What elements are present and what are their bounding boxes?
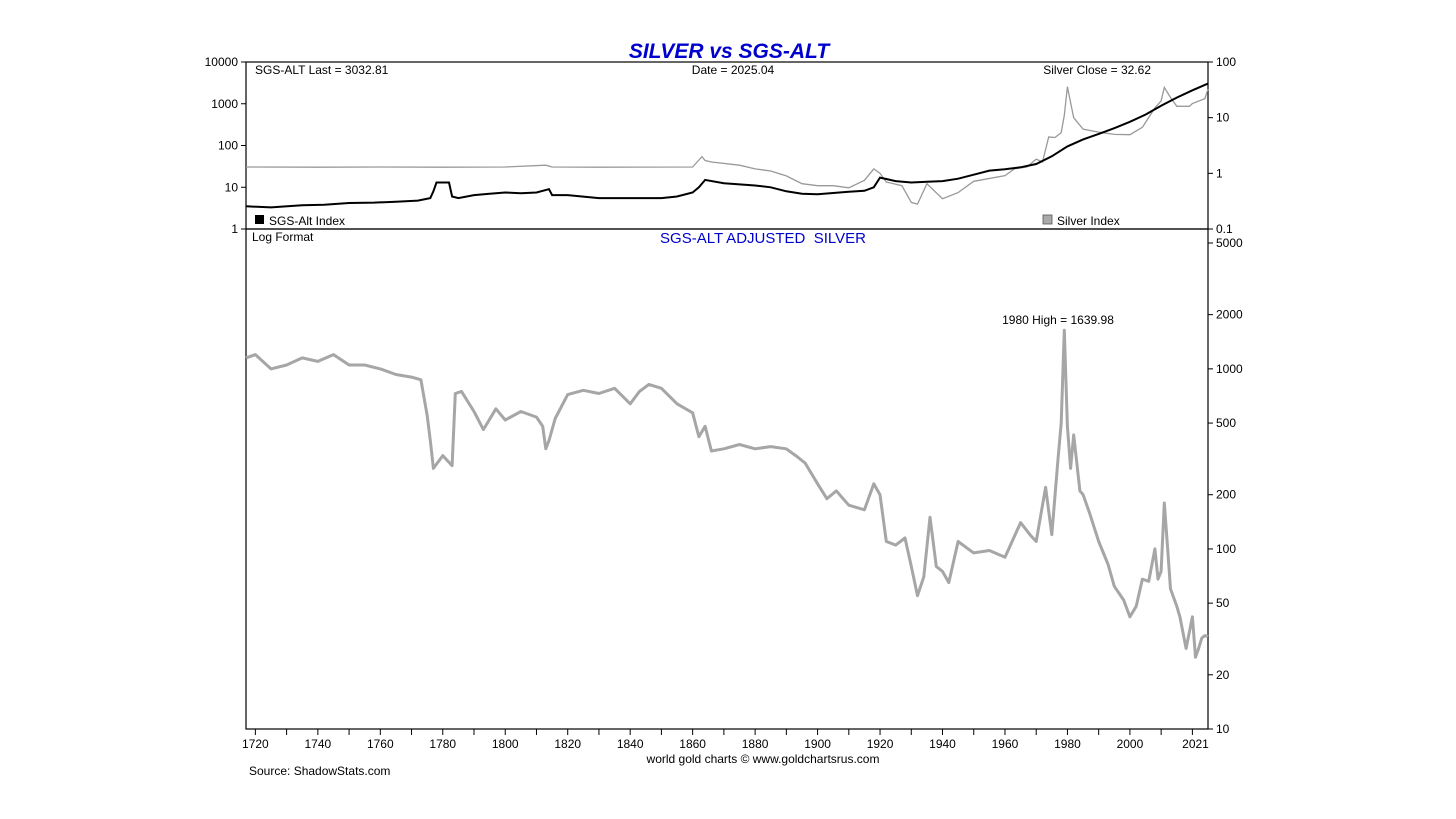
source-label: Source: ShadowStats.com bbox=[249, 764, 390, 778]
upper-left-tick-label: 1 bbox=[231, 222, 238, 236]
series-adjusted-silver-line bbox=[245, 328, 1209, 659]
upper-panel-frame bbox=[245, 61, 1209, 230]
lower-right-tick-label: 100 bbox=[1216, 542, 1236, 556]
upper-right-tick-label: 1 bbox=[1216, 166, 1223, 180]
x-tick-label: 1880 bbox=[742, 737, 769, 751]
upper-left-axis: 10000 1000 100 10 1 bbox=[205, 55, 246, 236]
upper-right-tick-label: 100 bbox=[1216, 55, 1236, 69]
lower-panel-subtitle: SGS-ALT ADJUSTED SILVER bbox=[660, 230, 866, 247]
log-format-label: Log Format bbox=[252, 230, 314, 244]
x-tick-label: 1860 bbox=[679, 737, 706, 751]
x-tick-label: 1980 bbox=[1054, 737, 1081, 751]
lower-right-tick-label: 500 bbox=[1216, 416, 1236, 430]
lower-right-tick-label: 2000 bbox=[1216, 308, 1243, 322]
lower-right-tick-label: 20 bbox=[1216, 668, 1230, 682]
sgs-alt-last-label: SGS-ALT Last = 3032.81 bbox=[255, 63, 389, 77]
legend-silver-label: Silver Index bbox=[1057, 214, 1120, 228]
series-silver-index-line bbox=[245, 85, 1209, 205]
lower-right-tick-label: 1000 bbox=[1216, 362, 1243, 376]
upper-left-tick-label: 10 bbox=[225, 180, 239, 194]
peak-annotation: 1980 High = 1639.98 bbox=[1002, 313, 1114, 327]
upper-left-tick-label: 1000 bbox=[211, 97, 238, 111]
x-tick-label: 1800 bbox=[492, 737, 519, 751]
x-tick-label: 1820 bbox=[554, 737, 581, 751]
legend-sgs-alt-label: SGS-Alt Index bbox=[269, 214, 345, 228]
x-tick-label: 1760 bbox=[367, 737, 394, 751]
series-sgs-alt-index-line bbox=[245, 82, 1209, 209]
x-tick-label: 1780 bbox=[429, 737, 456, 751]
x-tick-label: 2021 bbox=[1182, 737, 1209, 751]
x-tick-label: 1720 bbox=[242, 737, 269, 751]
lower-panel-frame bbox=[245, 228, 1209, 730]
legend-sgs-alt-swatch bbox=[255, 215, 264, 224]
legend-silver-swatch bbox=[1042, 214, 1053, 225]
x-tick-label: 2000 bbox=[1117, 737, 1144, 751]
silver-close-label: Silver Close = 32.62 bbox=[1043, 63, 1151, 77]
x-tick-label: 1920 bbox=[867, 737, 894, 751]
x-tick-label: 1960 bbox=[992, 737, 1019, 751]
x-axis: 1720 1740 1760 1780 1800 1820 1840 1860 1880 1900… bbox=[242, 729, 1209, 751]
x-tick-label: 1740 bbox=[304, 737, 331, 751]
lower-right-tick-label: 50 bbox=[1216, 596, 1230, 610]
lower-right-tick-label: 5000 bbox=[1216, 236, 1243, 250]
x-tick-label: 1940 bbox=[929, 737, 956, 751]
upper-left-tick-label: 10000 bbox=[205, 55, 239, 69]
lower-right-tick-label: 10 bbox=[1216, 722, 1230, 736]
chart-title: SILVER vs SGS-ALT bbox=[629, 40, 831, 63]
date-label: Date = 2025.04 bbox=[692, 63, 775, 77]
x-tick-label: 1900 bbox=[804, 737, 831, 751]
upper-right-tick-label: 10 bbox=[1216, 111, 1230, 125]
x-tick-label: 1840 bbox=[617, 737, 644, 751]
upper-right-tick-label: 0.1 bbox=[1216, 222, 1233, 236]
lower-right-axis: 5000 2000 1000 500 200 100 50 20 10 bbox=[1208, 236, 1243, 736]
upper-left-tick-label: 100 bbox=[218, 139, 238, 153]
footer-credit: world gold charts © www.goldchartsrus.co… bbox=[646, 752, 880, 766]
lower-right-tick-label: 200 bbox=[1216, 488, 1236, 502]
upper-right-axis: 100 10 1 0.1 bbox=[1208, 55, 1236, 236]
